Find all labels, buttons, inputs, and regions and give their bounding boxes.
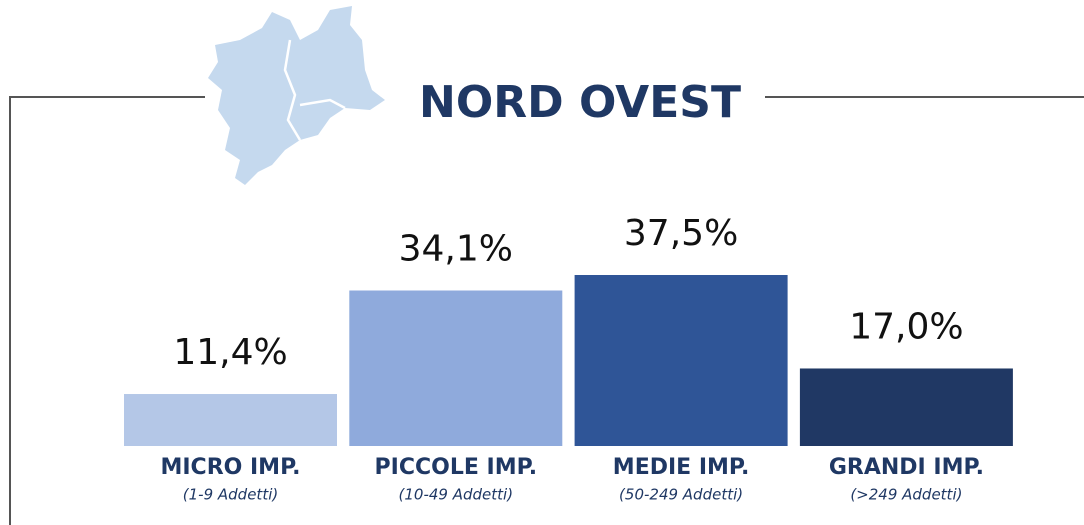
bar — [124, 394, 337, 446]
region-border — [283, 39, 302, 141]
value-label: 11,4% — [173, 332, 287, 373]
category-note: (>249 Addetti) — [850, 486, 962, 504]
category-label: PICCOLE IMP. — [375, 455, 538, 480]
region-border — [299, 98, 346, 110]
frame-left — [9, 96, 205, 525]
category-note: (10-49 Addetti) — [399, 486, 514, 504]
category-label: GRANDI IMP. — [829, 455, 984, 480]
chart-title: NORD OVEST — [419, 77, 741, 128]
value-label: 37,5% — [624, 213, 738, 254]
bar — [799, 368, 1013, 446]
category-label: MEDIE IMP. — [613, 455, 750, 480]
bar — [349, 290, 563, 446]
value-label: 17,0% — [849, 306, 963, 347]
bar — [574, 275, 788, 446]
category-note: (1-9 Addetti) — [183, 486, 278, 504]
category-label: MICRO IMP. — [160, 455, 300, 480]
value-label: 34,1% — [399, 229, 513, 270]
region-map — [208, 6, 385, 185]
category-note: (50-249 Addetti) — [619, 486, 743, 504]
